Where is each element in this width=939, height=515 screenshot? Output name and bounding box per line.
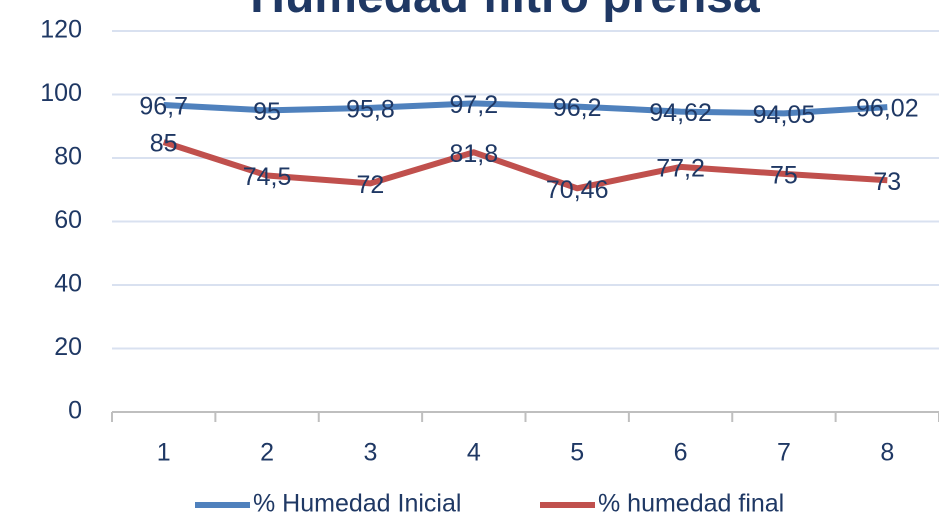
- data-label: 96,2: [553, 94, 602, 122]
- x-tick-label: 5: [570, 439, 584, 467]
- x-tick-label: 2: [260, 439, 274, 467]
- data-label: 81,8: [449, 140, 498, 168]
- series-line: [163, 100, 888, 117]
- data-label: 96,02: [856, 95, 919, 123]
- legend-label: % Humedad Inicial: [253, 490, 461, 515]
- x-tick-label: 4: [467, 439, 481, 467]
- data-label: 73: [873, 168, 901, 196]
- y-tick-label: 100: [40, 79, 82, 107]
- y-tick-label: 40: [54, 270, 82, 298]
- chart-title: Humedad filtro prensa: [250, 0, 760, 23]
- y-tick-label: 0: [68, 397, 82, 425]
- y-tick-label: 80: [54, 143, 82, 171]
- y-tick-label: 20: [54, 333, 82, 361]
- y-tick-label: 120: [40, 16, 82, 44]
- data-label: 70,46: [546, 176, 609, 204]
- data-label: 75: [770, 161, 798, 189]
- y-tick-label: 60: [54, 206, 82, 234]
- data-label: 74,5: [243, 163, 292, 191]
- data-label: 72: [357, 171, 385, 199]
- data-label: 97,2: [449, 91, 498, 119]
- data-label: 96,7: [139, 93, 188, 121]
- data-label: 95,8: [346, 95, 395, 123]
- data-label: 94,05: [753, 101, 816, 129]
- data-label: 77,2: [656, 154, 705, 182]
- data-label: 85: [150, 130, 178, 158]
- x-tick-label: 3: [363, 439, 377, 467]
- x-tick-label: 6: [674, 439, 688, 467]
- data-label: 95: [253, 98, 281, 126]
- x-tick-label: 8: [880, 439, 894, 467]
- data-label: 94,62: [649, 99, 712, 127]
- x-tick-label: 1: [157, 439, 171, 467]
- x-tick-label: 7: [777, 439, 791, 467]
- legend-label: % humedad final: [598, 490, 784, 515]
- series-line: [162, 139, 888, 192]
